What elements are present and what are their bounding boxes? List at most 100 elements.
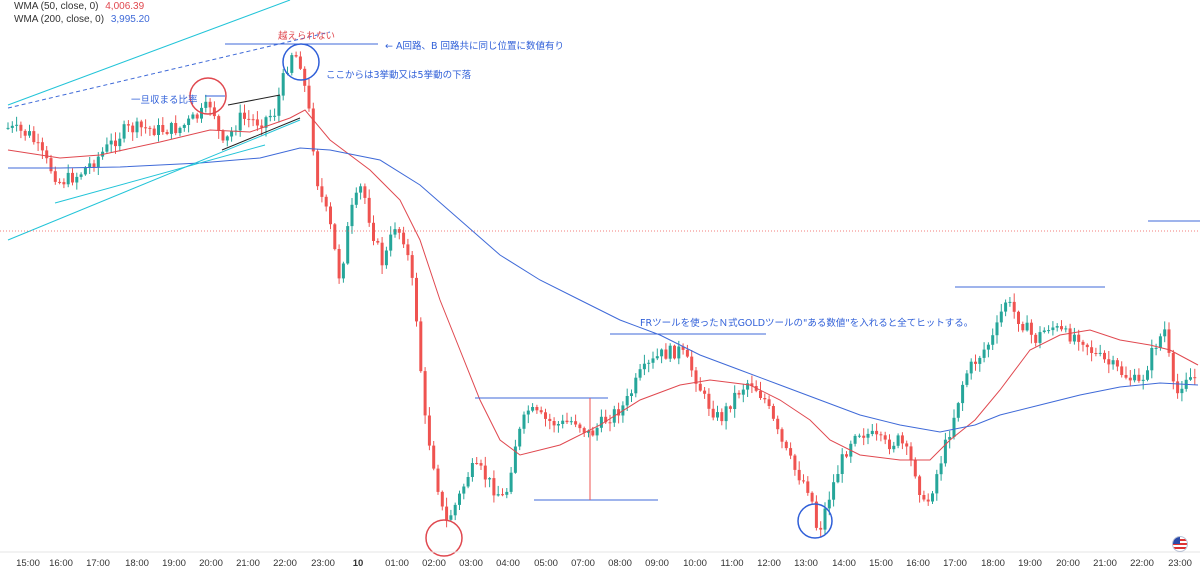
candle-body [268, 115, 272, 118]
candle-body [599, 416, 603, 428]
candle-body [802, 480, 805, 482]
candle-body [273, 115, 277, 117]
candle-body [307, 85, 311, 109]
candle-body [479, 463, 483, 466]
candle-body [711, 408, 715, 418]
candle-body [1042, 330, 1046, 332]
candle-body [23, 130, 27, 136]
wedge-lower-line [221, 117, 301, 151]
candle-body [681, 346, 685, 350]
candle-body [406, 244, 410, 256]
candle-body [935, 474, 939, 494]
candle-body [32, 131, 36, 143]
annotation-ab-route: ← A回路、B 回路共に同じ位置に数値有り [385, 41, 565, 52]
x-tick-label: 23:00 [1168, 558, 1192, 569]
candle-body [1146, 370, 1149, 380]
candle-body [53, 171, 57, 182]
candle-body [741, 389, 745, 395]
candle-body [862, 435, 866, 438]
x-tick-label: 10:00 [683, 558, 707, 569]
candle-body [281, 73, 285, 96]
candle-body [922, 495, 926, 500]
x-tick-label: 23:00 [311, 558, 335, 569]
candle-body [866, 433, 870, 438]
legend-wma200[interactable]: WMA (200, close, 0) 3,995.20 [14, 13, 150, 26]
candle-body [243, 112, 246, 119]
x-tick-label: 14:00 [832, 558, 856, 569]
candle-body [470, 463, 474, 477]
candle-body [255, 119, 259, 126]
candle-body [350, 204, 354, 227]
candle-body [445, 506, 449, 520]
candle-body [1034, 334, 1038, 343]
candle-body [642, 363, 646, 370]
candle-body [88, 163, 92, 168]
candle-body [311, 108, 315, 152]
candle-body [1029, 322, 1033, 335]
legend-wma50[interactable]: WMA (50, close, 0) 4,006.39 [14, 0, 150, 13]
candle-body [251, 119, 255, 121]
x-tick-label: 20:00 [199, 558, 223, 569]
candle-body [384, 250, 388, 266]
candle-body [367, 197, 371, 223]
legend-wma50-label: WMA (50, close, 0) [14, 1, 99, 12]
candle-body [324, 196, 328, 207]
candle-body [853, 435, 857, 444]
candle-body [797, 469, 801, 481]
candle-body [608, 422, 612, 424]
legend-wma200-value: 3,995.20 [110, 14, 150, 25]
candle-body [595, 427, 599, 436]
candle-body [840, 454, 844, 474]
candle-body [544, 412, 547, 419]
candle-body [290, 55, 294, 73]
candle-body [212, 107, 216, 117]
candle-body [187, 118, 191, 125]
candle-body [698, 383, 702, 391]
candle-body [260, 125, 264, 128]
candle-body [333, 224, 337, 250]
candle-body [182, 125, 186, 128]
candle-body [728, 406, 732, 409]
legend-wma50-value: 4,006.39 [105, 1, 145, 12]
x-tick-label: 04:00 [496, 558, 520, 569]
candle-body [720, 412, 724, 422]
candle-body [122, 124, 126, 139]
candle-body [118, 138, 122, 147]
candle-body [522, 414, 526, 429]
candle-body [144, 127, 148, 129]
candle-body [10, 125, 14, 128]
us-flag-icon[interactable] [1172, 536, 1188, 552]
candle-body [341, 263, 345, 279]
candle-body [539, 410, 543, 413]
candle-body [230, 131, 234, 137]
candle-body [1081, 341, 1085, 345]
candle-body [462, 486, 466, 494]
candle-body [1047, 330, 1051, 332]
x-tick-label: 12:00 [757, 558, 781, 569]
x-tick-label: 13:00 [794, 558, 818, 569]
candle-body [591, 430, 595, 436]
candle-body [531, 407, 535, 411]
candle-body [526, 410, 530, 415]
candle-body [1120, 366, 1124, 375]
candle-body [948, 437, 952, 440]
candle-body [1060, 326, 1063, 330]
candle-body [931, 493, 934, 502]
candle-body [496, 494, 500, 496]
candle-body [157, 125, 160, 135]
candle-body [298, 56, 302, 69]
candle-body [784, 441, 788, 449]
candle-body [1017, 311, 1020, 324]
candle-body [15, 124, 19, 126]
candle-body [827, 499, 831, 509]
dashed-trend-line [7, 31, 331, 109]
candle-body [673, 345, 676, 359]
candle-body [1154, 347, 1158, 349]
legend-wma200-label: WMA (200, close, 0) [14, 14, 105, 25]
candle-body [879, 434, 883, 436]
candle-body [677, 346, 681, 359]
candle-body [668, 345, 672, 359]
candle-body [905, 443, 909, 447]
candle-body [926, 499, 930, 502]
